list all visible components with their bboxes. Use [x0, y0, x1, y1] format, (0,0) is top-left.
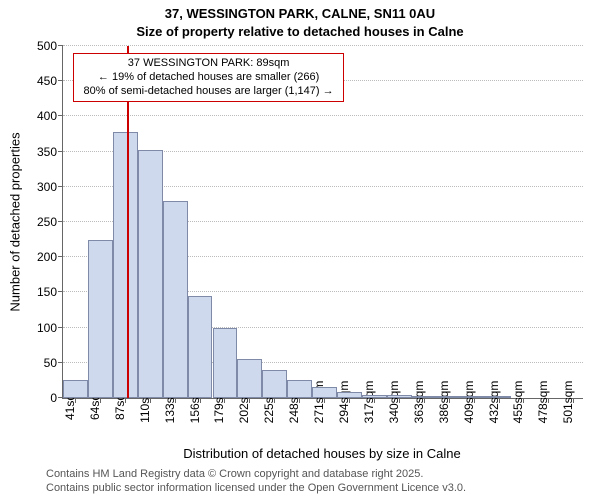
- y-tick-label: 250: [37, 215, 63, 229]
- x-tick-label: 409sqm: [456, 381, 476, 424]
- annotation-box: 37 WESSINGTON PARK: 89sqm← 19% of detach…: [73, 53, 343, 102]
- histogram-bar: [437, 396, 462, 398]
- x-tick-label: 386sqm: [431, 381, 451, 424]
- x-axis-label: Distribution of detached houses by size …: [183, 446, 461, 461]
- chart-container: 37, WESSINGTON PARK, CALNE, SN11 0AU Siz…: [0, 0, 600, 500]
- y-tick-label: 100: [37, 321, 63, 335]
- x-tick-label: 432sqm: [481, 381, 501, 424]
- histogram-bar: [362, 395, 387, 398]
- gridline-h: [63, 45, 583, 46]
- annotation-line: 80% of semi-detached houses are larger (…: [80, 85, 336, 99]
- x-tick-label: 340sqm: [381, 381, 401, 424]
- x-tick-label: 501sqm: [555, 381, 575, 424]
- y-axis-label: Number of detached properties: [8, 132, 23, 311]
- y-tick-label: 450: [37, 74, 63, 88]
- histogram-bar: [312, 387, 337, 398]
- histogram-bar: [63, 380, 88, 398]
- y-tick-label: 300: [37, 180, 63, 194]
- x-tick-label: 478sqm: [530, 381, 550, 424]
- histogram-bar: [138, 150, 163, 398]
- histogram-bar: [387, 395, 412, 398]
- histogram-bar: [88, 240, 113, 398]
- plot-area: 05010015020025030035040045050041sqm64sqm…: [62, 46, 583, 399]
- histogram-bar: [462, 396, 487, 398]
- histogram-bar: [262, 370, 287, 398]
- title-line-2: Size of property relative to detached ho…: [0, 24, 600, 39]
- histogram-bar: [163, 201, 188, 398]
- annotation-line: 37 WESSINGTON PARK: 89sqm: [80, 57, 336, 71]
- histogram-bar: [237, 359, 262, 398]
- histogram-bar: [487, 396, 512, 398]
- y-tick-label: 400: [37, 109, 63, 123]
- histogram-bar: [412, 396, 437, 398]
- annotation-line: ← 19% of detached houses are smaller (26…: [80, 71, 336, 85]
- histogram-bar: [213, 328, 238, 398]
- histogram-bar: [337, 392, 362, 398]
- histogram-bar: [188, 296, 213, 398]
- y-tick-label: 200: [37, 250, 63, 264]
- y-tick-label: 500: [37, 39, 63, 53]
- histogram-bar: [113, 132, 138, 398]
- footnote-2: Contains public sector information licen…: [46, 482, 466, 496]
- x-tick-label: 363sqm: [406, 381, 426, 424]
- histogram-bar: [287, 380, 312, 398]
- y-tick-label: 50: [44, 356, 63, 370]
- x-tick-label: 455sqm: [505, 381, 525, 424]
- x-tick-label: 317sqm: [356, 381, 376, 424]
- y-tick-label: 350: [37, 145, 63, 159]
- y-tick-label: 150: [37, 285, 63, 299]
- gridline-h: [63, 115, 583, 116]
- title-line-1: 37, WESSINGTON PARK, CALNE, SN11 0AU: [0, 6, 600, 21]
- footnote-1: Contains HM Land Registry data © Crown c…: [46, 468, 423, 482]
